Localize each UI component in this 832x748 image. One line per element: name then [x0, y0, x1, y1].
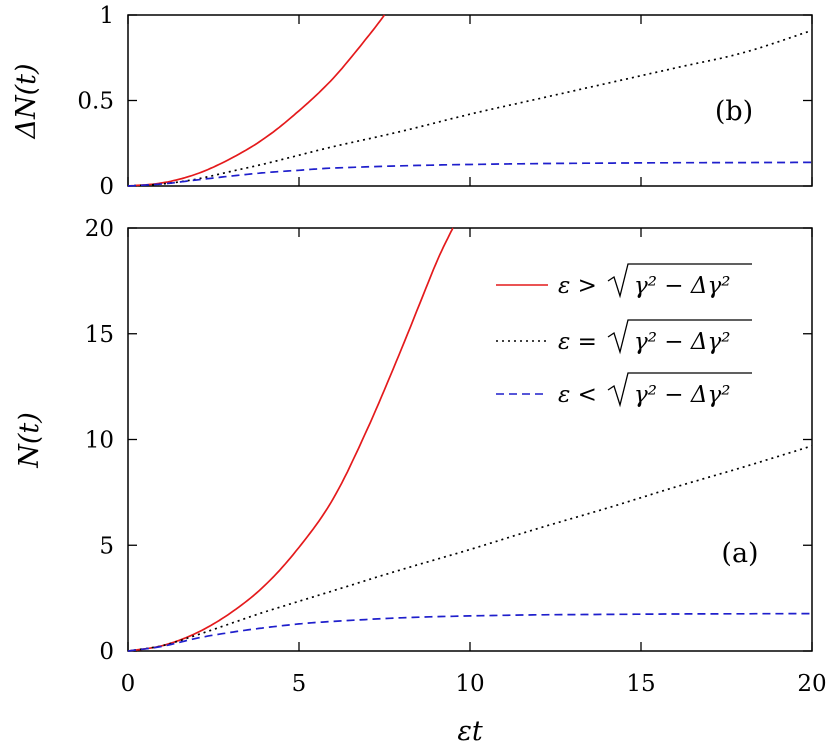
- panel-a-series-0-line: [127, 227, 454, 652]
- panel-a-label: (a): [721, 538, 758, 569]
- panel-b-label: (b): [715, 96, 753, 127]
- panel-a-y-tick-label-0: 0: [99, 639, 114, 665]
- legend-radical-1: [607, 319, 752, 355]
- panel-a-y-tick-label-3: 15: [85, 322, 114, 348]
- legend-entry-1: ε = γ² − Δγ²: [496, 319, 752, 355]
- x-tick-label-3: 15: [626, 671, 655, 697]
- legend-radical-2: [607, 372, 752, 408]
- panel-a-series-2-line: [127, 612, 812, 652]
- panel-b-y-axis-title: ΔN(t): [11, 63, 42, 139]
- panel-b-y-tick-label-0: 0: [99, 174, 114, 200]
- panel-a-y-tick-label-1: 5: [99, 533, 114, 559]
- legend: ε > γ² − Δγ² ε = γ² − Δγ² ε < γ² − Δγ²: [496, 263, 752, 408]
- x-tick-label-2: 10: [455, 671, 484, 697]
- legend-radical-0: [607, 263, 752, 299]
- panel-b-series-2-line: [127, 161, 812, 187]
- legend-label-2-lhs: ε <: [558, 382, 597, 408]
- panel-a-y-tick-label-4: 20: [85, 216, 114, 242]
- legend-label-1-lhs: ε =: [558, 329, 597, 355]
- legend-label-2-rad: γ² − Δγ²: [634, 382, 730, 408]
- panel-a-chart: 0 5 10 15 20 0 5 10 15 20 (a) N(t) εt ε > γ² − Δ…: [14, 216, 827, 747]
- panel-b-chart: 0 0.5 1 (b) ΔN(t): [11, 3, 813, 200]
- legend-entry-2: ε < γ² − Δγ²: [496, 372, 752, 408]
- panel-a-y-axis-title: N(t): [14, 412, 45, 469]
- legend-label-0-rad: γ² − Δγ²: [634, 273, 730, 299]
- legend-label-0-lhs: ε >: [558, 273, 597, 299]
- panel-b-plot-frame: [127, 14, 813, 187]
- x-tick-label-0: 0: [121, 671, 136, 697]
- x-tick-label-4: 20: [797, 671, 826, 697]
- panel-a-series-1-line: [127, 444, 813, 652]
- panel-b-series-1-line: [127, 29, 813, 187]
- panel-b-series-0-line: [127, 14, 386, 187]
- legend-entry-0: ε > γ² − Δγ²: [496, 263, 752, 299]
- x-axis-title: εt: [457, 716, 482, 747]
- panel-a-y-tick-label-2: 10: [85, 428, 114, 454]
- panel-b-y-tick-label-1: 0.5: [77, 89, 114, 115]
- legend-label-1-rad: γ² − Δγ²: [634, 329, 730, 355]
- x-tick-label-1: 5: [292, 671, 307, 697]
- panel-b-y-tick-label-2: 1: [99, 3, 114, 29]
